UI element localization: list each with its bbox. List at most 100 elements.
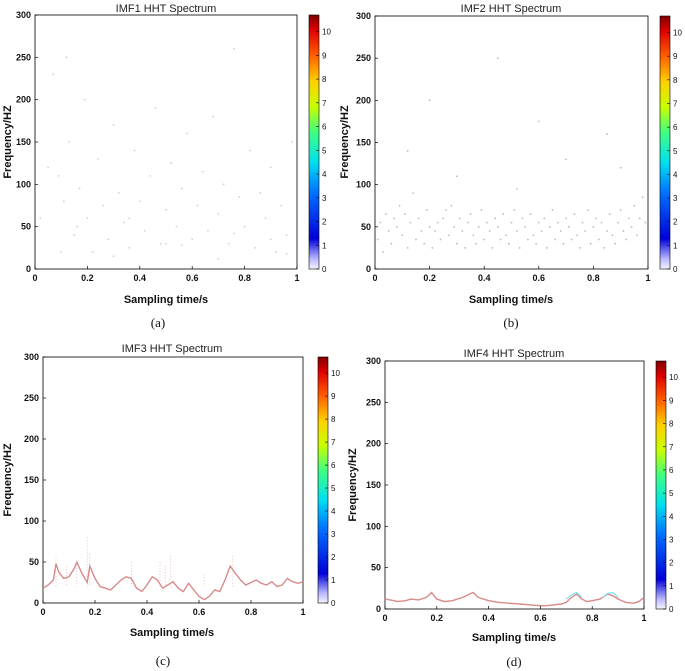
data-point (62, 200, 65, 203)
y-tick-label: 150 (16, 137, 31, 147)
data-point (404, 213, 406, 216)
y-tick-label: 0 (26, 264, 31, 274)
colorbar-tick-label: 2 (331, 553, 336, 562)
data-point (644, 221, 647, 224)
y-tick-label: 0 (376, 604, 381, 614)
colorbar-tick-label: 1 (322, 241, 327, 250)
data-point (472, 234, 475, 237)
colorbar (317, 356, 329, 604)
data-point (243, 225, 246, 228)
data-point (428, 225, 431, 228)
colorbar-tick-label: 8 (331, 415, 336, 424)
x-axis-ticks: 0 0.2 0.4 0.6 0.8 1 (40, 600, 306, 617)
data-point (510, 221, 513, 224)
data-point (617, 221, 619, 224)
data-point (248, 149, 251, 152)
data-point (406, 150, 409, 152)
x-tick-label: 0.6 (534, 613, 547, 623)
colorbar-tick-label: 6 (673, 123, 678, 132)
data-point (417, 217, 420, 220)
data-point (68, 141, 70, 143)
colorbar-ticks: 0 1 2 3 4 5 6 7 8 9 10 (663, 373, 678, 614)
data-point (128, 246, 131, 249)
x-axis-ticks: 0 0.2 0.4 0.6 0.8 1 (372, 266, 651, 283)
colorbar-tick-label: 5 (322, 146, 327, 155)
data-point (559, 230, 562, 232)
data-point (76, 225, 78, 228)
colorbar-tick-label: 4 (669, 512, 674, 521)
x-tick-label: 0.8 (238, 273, 251, 283)
data-point (165, 242, 167, 245)
data-point (398, 204, 401, 207)
colorbar-tick-label: 9 (322, 51, 327, 60)
data-point (439, 238, 442, 241)
data-point (376, 238, 379, 241)
colorbar (659, 15, 671, 270)
data-point (217, 257, 220, 260)
data-point (233, 47, 236, 50)
data-point (614, 242, 617, 245)
data-point (488, 230, 491, 232)
x-tick-label: 0 (40, 607, 45, 617)
y-tick-label: 0 (34, 598, 39, 608)
x-tick-label: 0.2 (81, 273, 94, 283)
data-point (608, 213, 611, 216)
data-point (78, 187, 81, 190)
data-point (154, 107, 157, 110)
colorbar-tick-label: 10 (322, 28, 331, 37)
panel-b: IMF2 HHT Spectrum 0 0.2 0.4 0.6 0.8 1 0501001… (339, 3, 682, 330)
colorbar-tick-label: 10 (669, 373, 678, 382)
colorbar-tick-label: 2 (673, 218, 678, 227)
data-point (606, 230, 608, 232)
data-point (442, 217, 445, 220)
data-point (434, 230, 436, 232)
data-point (516, 187, 518, 190)
x-tick-label: 0 (32, 273, 37, 283)
y-tick-label: 50 (21, 222, 31, 232)
x-axis-label: Sampling time/s (469, 294, 553, 306)
colorbar (308, 14, 320, 270)
data-point (600, 221, 603, 224)
panel-caption: (b) (503, 315, 518, 330)
data-point (431, 247, 434, 249)
colorbar-tick-label: 6 (331, 461, 336, 470)
data-point (557, 221, 559, 224)
data-point (486, 221, 488, 224)
data-point (428, 99, 431, 102)
data-point (622, 230, 625, 232)
data-point (387, 230, 390, 232)
data-point (73, 234, 76, 237)
x-tick-label: 1 (300, 607, 305, 617)
x-tick-label: 0.2 (89, 607, 102, 617)
data-point (96, 158, 99, 160)
y-axis-label: Frequency/HZ (2, 443, 14, 517)
panel-caption: (c) (156, 653, 170, 668)
y-tick-label: 100 (366, 521, 381, 531)
y-tick-label: 300 (16, 10, 31, 20)
y-tick-label: 300 (366, 356, 381, 366)
data-point (578, 247, 581, 249)
x-tick-label: 1 (645, 273, 650, 283)
data-point (581, 221, 584, 224)
x-axis-ticks: 0 0.2 0.4 0.6 0.8 1 (32, 266, 300, 283)
data-point (415, 238, 417, 241)
data-point (627, 217, 630, 220)
data-point (102, 204, 105, 207)
colorbar-ticks: 0 1 2 3 4 5 6 7 8 9 10 (325, 369, 340, 608)
data-point (611, 234, 614, 237)
data-point (589, 242, 592, 245)
colorbar-tick-label: 5 (673, 147, 678, 156)
data-point (233, 232, 236, 235)
x-tick-label: 0.6 (193, 607, 206, 617)
colorbar-tick-label: 3 (331, 530, 336, 539)
data-point (112, 124, 115, 126)
data-point (573, 213, 576, 216)
y-tick-label: 150 (366, 480, 381, 490)
data-point (409, 221, 412, 224)
y-tick-label: 150 (24, 475, 39, 485)
data-point (128, 217, 131, 220)
plot-area (384, 360, 645, 610)
y-tick-label: 100 (24, 516, 39, 526)
y-tick-label: 250 (16, 52, 31, 62)
